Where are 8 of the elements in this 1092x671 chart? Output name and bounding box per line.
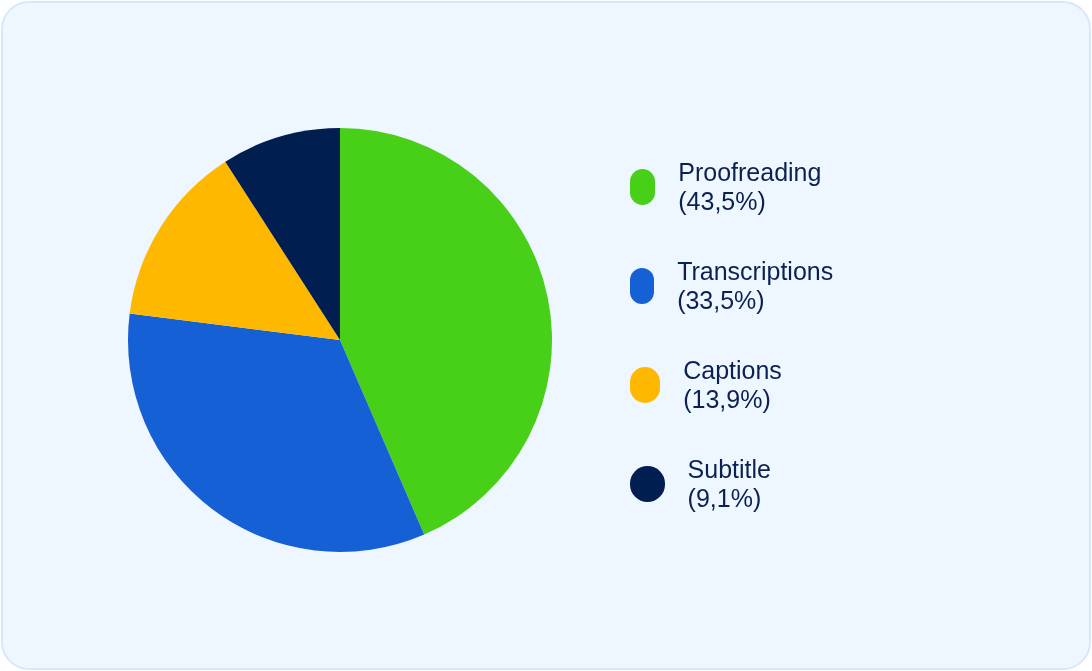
pie-slice <box>225 128 340 340</box>
legend-label: Subtitle (9,1%) <box>687 454 772 513</box>
legend-label: Captions (13,9%) <box>683 355 783 414</box>
pie-slice <box>128 313 425 552</box>
pie-slice <box>129 161 340 340</box>
legend-label: Proofreading (43,5%) <box>678 157 823 216</box>
pie-slice <box>340 128 552 535</box>
legend-label: Transcriptions (33,5%) <box>677 256 835 315</box>
